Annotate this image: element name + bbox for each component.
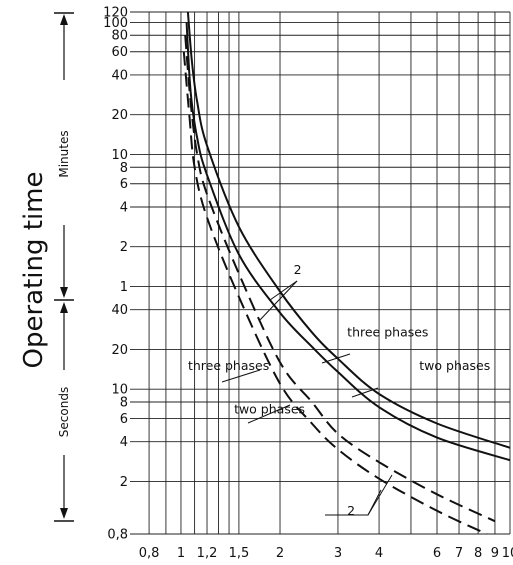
leader-line	[221, 369, 261, 383]
y-tick-label: 6	[120, 412, 128, 427]
y-tick-label: 1	[120, 280, 128, 295]
x-tick-label: 8	[474, 546, 482, 561]
x-tick-label: 7	[455, 546, 463, 561]
y-tick-label: 6	[120, 177, 128, 192]
x-tick-label: 0,8	[139, 546, 160, 561]
annotation-label-6: 2	[347, 503, 355, 518]
y-tick-label: 80	[111, 29, 128, 44]
annotation-label-4: three phases	[188, 358, 269, 373]
annotation-label-3: two phases	[419, 358, 490, 373]
minutes-label: Minutes	[57, 130, 71, 177]
x-tick-label: 10	[502, 546, 513, 561]
seconds-arrowhead-up	[60, 302, 68, 313]
y-tick-label: 8	[120, 395, 128, 410]
leader-line	[321, 353, 351, 364]
annotation-label-1: 2	[294, 262, 302, 277]
annotation-label-2: three phases	[347, 324, 428, 339]
annotation-labels: 2 three phases two phases three phases two p…	[188, 262, 490, 518]
y-tick-label: 20	[111, 343, 128, 358]
unit-brackets	[54, 12, 74, 522]
y-tick-label: 4	[120, 200, 128, 215]
y-tick-label: 2	[120, 475, 128, 490]
y-tick-label: 2	[120, 240, 128, 255]
x-tick-label: 2	[276, 546, 284, 561]
x-tick-label: 1	[177, 546, 185, 561]
x-tick-label: 4	[375, 546, 383, 561]
x-tick-label: 1,2	[197, 546, 218, 561]
annotation-leaders	[221, 280, 393, 516]
y-tick-label: 10	[111, 383, 128, 398]
curve-3	[184, 35, 496, 523]
y-axis-title: Operating time	[19, 172, 49, 369]
y-tick-label: 40	[111, 303, 128, 318]
curve-2	[185, 22, 511, 462]
y-tick-label: 40	[111, 68, 128, 83]
y-tick-label: 60	[111, 45, 128, 60]
x-tick-label: 1,5	[229, 546, 250, 561]
y-tick-label: 8	[120, 161, 128, 176]
x-tick-labels: 0,8 1 1,2 1,5 2 3 4 678910	[139, 546, 513, 561]
leader-line	[367, 489, 382, 516]
leader-line	[269, 280, 298, 301]
series-layer	[182, 11, 511, 535]
leader-line	[247, 404, 291, 424]
y-tick-label: 4	[120, 435, 128, 450]
x-tick-label: 6	[433, 546, 441, 561]
minutes-arrowhead-down	[60, 287, 68, 298]
y-tick-label: 100	[103, 16, 128, 31]
y-tick-label: 20	[111, 108, 128, 123]
seconds-label: Seconds	[57, 387, 71, 437]
y-tick-label: 10	[111, 148, 128, 163]
x-tick-label: 3	[334, 546, 342, 561]
y-tick-label: 120	[103, 6, 128, 21]
seconds-arrowhead-down	[60, 508, 68, 519]
minutes-arrowhead-up	[60, 14, 68, 25]
x-tick-label: 9	[491, 546, 499, 561]
leader-line	[351, 387, 379, 398]
leader-line	[258, 280, 298, 322]
curve-4	[182, 51, 488, 535]
annotation-label-5: two phases	[234, 402, 305, 417]
y-tick-label: 0,8	[107, 528, 128, 543]
curve-1	[186, 11, 511, 449]
